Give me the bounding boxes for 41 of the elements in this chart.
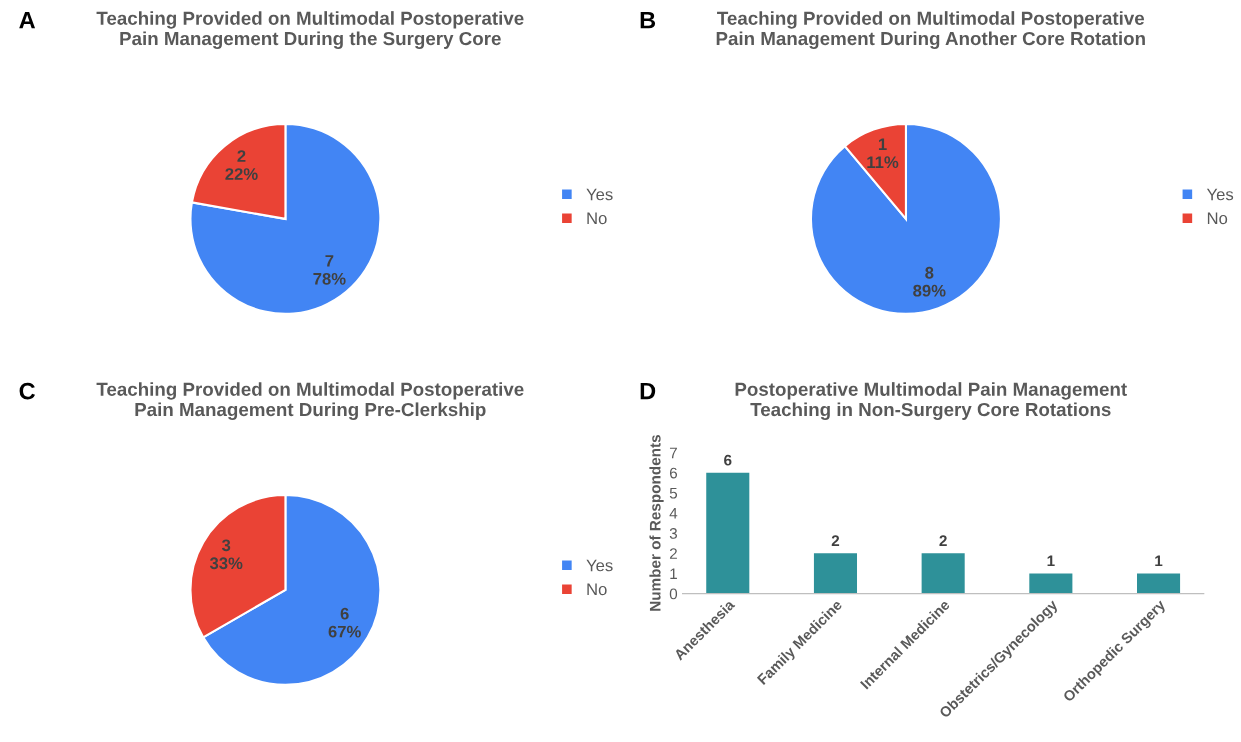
data-label: 1 bbox=[1047, 555, 1055, 567]
text: C bbox=[19, 382, 36, 400]
data-label: 6 bbox=[724, 454, 732, 466]
bar bbox=[1029, 573, 1073, 594]
data-label: 7 78% bbox=[313, 255, 346, 285]
legend-label: Yes bbox=[1206, 188, 1234, 201]
bar bbox=[706, 472, 750, 594]
y-tick-label: 2 bbox=[669, 548, 677, 559]
y-axis-title: Number of Respondents bbox=[649, 435, 664, 611]
y-tick-label: 0 bbox=[669, 588, 678, 600]
text: D bbox=[640, 383, 656, 400]
chart-title: Teaching Provided on Multimodal Postoperative Pain Management During Pre-Clerkship bbox=[96, 382, 524, 420]
data-label: 8 89% bbox=[913, 266, 946, 297]
chart-title: Postoperative Multimodal Pain Management Teaching in Non-Surgery Core Rotations bbox=[735, 382, 1127, 420]
text: B bbox=[640, 12, 656, 29]
legend-label: No bbox=[1207, 212, 1228, 225]
y-tick-label: 6 bbox=[669, 467, 678, 479]
text: A bbox=[19, 12, 36, 29]
data-label: 2 bbox=[939, 535, 947, 546]
data-label: 2 bbox=[831, 535, 840, 546]
y-tick-label: 1 bbox=[670, 568, 677, 579]
data-label: 1 11% bbox=[867, 138, 899, 169]
y-tick-label: 4 bbox=[669, 508, 678, 519]
y-tick-label: 3 bbox=[669, 528, 678, 539]
y-tick-label: 5 bbox=[669, 487, 678, 499]
legend-label: Yes bbox=[586, 188, 613, 201]
legend-label: Yes bbox=[586, 559, 613, 572]
chart-title: Teaching Provided on Multimodal Postoperative Pain Management During the Surgery Core bbox=[96, 11, 524, 49]
chart-title: Teaching Provided on Multimodal Postoperative Pain Management During Another Core Rotation bbox=[716, 11, 1145, 49]
pie-slice bbox=[189, 122, 382, 315]
data-label: 6 67% bbox=[328, 607, 361, 638]
legend-label: No bbox=[587, 212, 607, 225]
bar bbox=[813, 553, 858, 594]
legend-label: No bbox=[587, 583, 607, 596]
pie-slice bbox=[809, 122, 1002, 315]
data-label: 1 bbox=[1155, 555, 1163, 567]
bar bbox=[1137, 573, 1181, 594]
data-label: 3 33% bbox=[209, 539, 243, 570]
y-tick-label: 7 bbox=[669, 447, 677, 459]
data-label: 2 22% bbox=[225, 150, 258, 180]
bar bbox=[921, 553, 965, 594]
